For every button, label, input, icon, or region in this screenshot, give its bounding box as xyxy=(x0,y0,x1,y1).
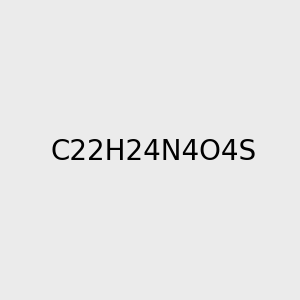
Text: C22H24N4O4S: C22H24N4O4S xyxy=(51,137,257,166)
